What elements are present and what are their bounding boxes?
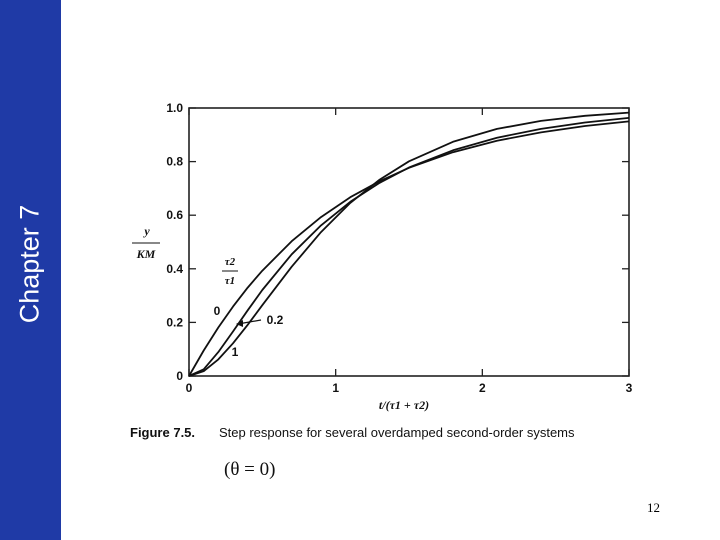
x-axis-label: t/(τ1 + τ2) [379, 398, 429, 412]
series-line-1 [188, 111, 630, 377]
curve-label-arrowhead [236, 320, 243, 327]
series-line-0.2 [188, 117, 630, 377]
curves [188, 111, 630, 377]
x-tick-label: 2 [479, 381, 486, 395]
y-tick-label: 1.0 [166, 101, 183, 115]
figure-caption-label: Figure 7.5. [130, 425, 195, 440]
y-tick-label: 0 [176, 369, 183, 383]
curve-label-1: 1 [232, 345, 239, 359]
curve-label-0.2: 0.2 [267, 313, 284, 327]
y-axis-label-denominator: KM [136, 247, 156, 261]
curve-label-0: 0 [214, 304, 221, 318]
figure-caption-text: Step response for several overdamped sec… [219, 425, 575, 440]
page-number: 12 [647, 500, 660, 515]
x-tick-label: 0 [186, 381, 193, 395]
x-tick-label: 3 [626, 381, 633, 395]
condition-text: (θ = 0) [224, 459, 275, 480]
series-line-0 [188, 120, 630, 377]
y-tick-label: 0.8 [166, 155, 183, 169]
sidebar: Chapter 7 [0, 0, 61, 540]
x-tick-label: 1 [332, 381, 339, 395]
y-tick-label: 0.4 [166, 262, 183, 276]
ratio-label-denominator: τ1 [225, 275, 235, 287]
plot-frame [188, 107, 630, 377]
y-tick-label: 0.6 [166, 208, 183, 222]
y-tick-label: 0.2 [166, 315, 183, 329]
tick-labels: 0 0.2 0.4 0.6 0.8 1.0 0 1 2 3 [166, 101, 632, 395]
ratio-label-numerator: τ2 [225, 256, 236, 268]
axis-ticks [188, 107, 630, 377]
y-axis-label-numerator: y [142, 224, 150, 238]
